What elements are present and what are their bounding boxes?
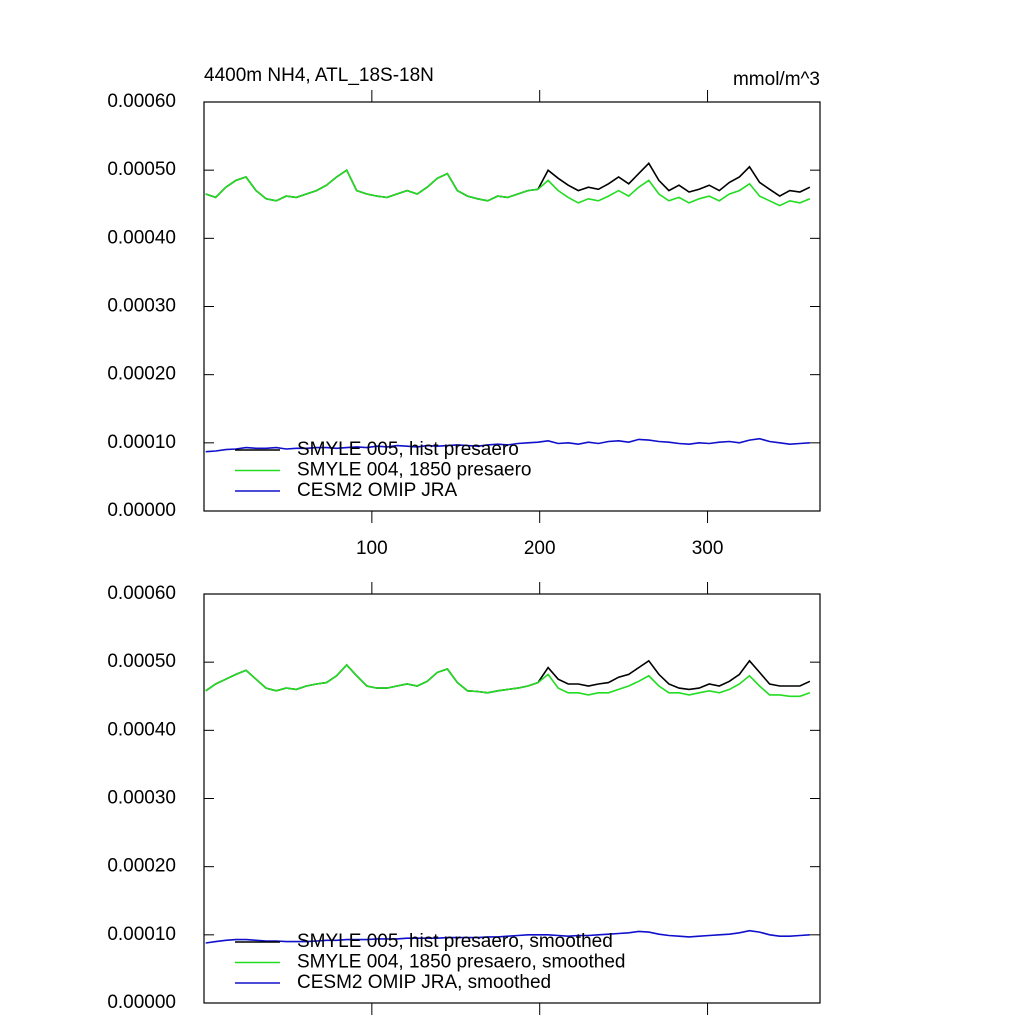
legend-label: SMYLE 004, 1850 presaero, smoothed xyxy=(297,952,625,973)
y-tick-label: 0.00030 xyxy=(107,296,176,317)
y-tick-label: 0.00020 xyxy=(107,364,176,385)
y-tick-label: 0.00000 xyxy=(107,992,176,1013)
legend-label: SMYLE 004, 1850 presaero xyxy=(297,460,532,481)
y-tick-label: 0.00020 xyxy=(107,856,176,877)
legend-label: CESM2 OMIP JRA, smoothed xyxy=(297,972,551,993)
y-tick-label: 0.00060 xyxy=(107,91,176,112)
series-line xyxy=(205,663,811,698)
y-tick-label: 0.00010 xyxy=(107,924,176,945)
legend-label: SMYLE 005, hist presaero xyxy=(297,439,519,460)
units-label: mmol/m^3 xyxy=(733,69,820,90)
series-line xyxy=(205,437,810,453)
y-tick-label: 0.00060 xyxy=(107,583,176,604)
y-tick-label: 0.00040 xyxy=(107,227,176,248)
series-line xyxy=(205,929,810,944)
legend-label: SMYLE 005, hist presaero, smoothed xyxy=(297,931,613,952)
y-tick-label: 0.00050 xyxy=(107,159,176,180)
y-tick-label: 0.00040 xyxy=(107,719,176,740)
x-tick-label: 200 xyxy=(524,538,556,559)
y-tick-label: 0.00030 xyxy=(107,788,176,809)
x-tick-label: 100 xyxy=(356,538,388,559)
series-line xyxy=(205,659,811,694)
y-tick-label: 0.00000 xyxy=(107,500,176,521)
chart-title: 4400m NH4, ATL_18S-18N xyxy=(204,65,434,86)
y-tick-label: 0.00050 xyxy=(107,651,176,672)
series-line xyxy=(205,169,811,207)
series-line xyxy=(205,161,811,202)
x-tick-label: 300 xyxy=(692,538,724,559)
y-tick-label: 0.00010 xyxy=(107,432,176,453)
legend-label: CESM2 OMIP JRA xyxy=(297,480,457,501)
